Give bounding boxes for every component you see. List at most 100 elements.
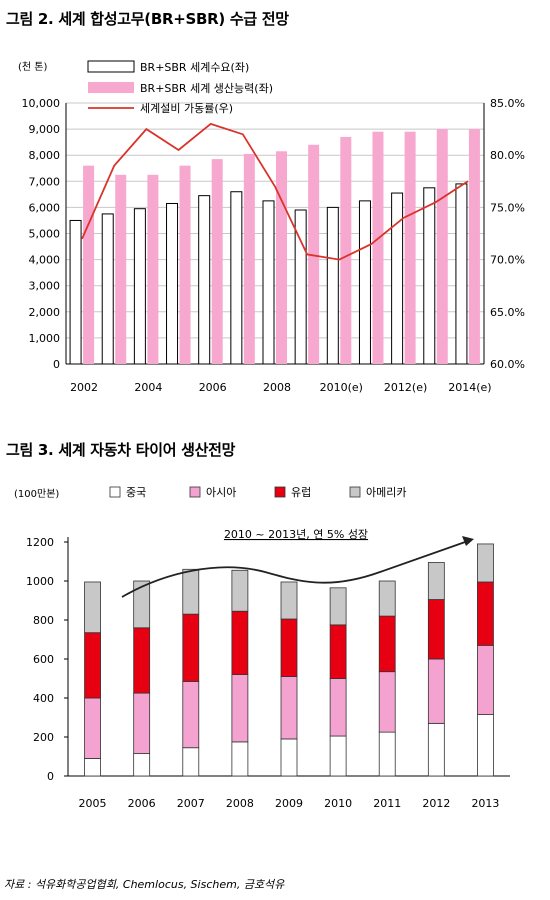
y-tick-label: 600 <box>33 653 54 666</box>
y-right-tick-label: 75.0% <box>490 201 525 214</box>
legend-swatch <box>109 486 121 498</box>
y-left-tick-label: 4,000 <box>29 254 61 267</box>
figure-3-unit-label: (100만본) <box>14 489 60 500</box>
legend-label-utilization: 세계설비 가동률(우) <box>140 102 233 115</box>
source-note: 자료 : 석유화학공업협회, Chemlocus, Sischem, 금호석유 <box>4 878 285 891</box>
x-tick-label: 2013 <box>471 797 499 810</box>
figure-2-title: 그림 2. 세계 합성고무(BR+SBR) 수급 전망 <box>6 10 289 28</box>
capacity-bar <box>147 174 159 364</box>
x-tick-label: 2012(e) <box>384 381 427 394</box>
stacked-bar-segment <box>329 735 347 777</box>
legend-label: 중국 <box>126 486 146 499</box>
y-left-tick-label: 7,000 <box>29 175 61 188</box>
figure-2-unit-label: (천 톤) <box>18 62 48 73</box>
stacked-bar-segment <box>84 581 101 634</box>
x-tick-label: 2008 <box>263 381 291 394</box>
x-tick-label: 2010(e) <box>320 381 363 394</box>
tire-production-chart: 0 200 400 600 800 1000 1200 2005 2006 2007 2008 200… <box>26 485 510 810</box>
x-tick-label: 2006 <box>199 381 227 394</box>
stacked-bar-segment <box>477 543 494 583</box>
y-left-tick-label: 8,000 <box>29 149 61 162</box>
demand-bar <box>69 219 82 365</box>
x-tick-label: 2014(e) <box>448 381 491 394</box>
y-tick-label: 400 <box>33 692 54 705</box>
demand-bar <box>455 183 468 365</box>
demand-bar <box>326 206 339 365</box>
stacked-bar-segment <box>427 599 445 660</box>
stacked-bar-segment <box>84 632 101 699</box>
stacked-bar-segment <box>329 587 347 626</box>
legend-swatch-capacity <box>88 82 134 93</box>
stacked-bar-segment <box>378 580 396 617</box>
y-left-tick-label: 9,000 <box>29 123 61 136</box>
stacked-bar-segment <box>477 714 494 777</box>
x-tick-label: 2006 <box>128 797 156 810</box>
demand-bar <box>294 209 307 365</box>
x-tick-label: 2002 <box>70 381 98 394</box>
y-left-tick-label: 1,000 <box>29 332 61 345</box>
stacked-bar-segment <box>378 731 396 777</box>
capacity-bar <box>243 153 255 364</box>
y-left-tick-label: 3,000 <box>29 280 61 293</box>
stacked-bar-segment <box>280 738 298 777</box>
figure-3-title: 그림 3. 세계 자동차 타이어 생산전망 <box>6 441 236 459</box>
legend-label: 아시아 <box>206 486 236 499</box>
demand-bar <box>166 202 179 365</box>
capacity-bar <box>436 129 448 364</box>
capacity-bar <box>276 151 287 364</box>
y-right-tick-label: 85.0% <box>490 97 525 110</box>
demand-bar <box>358 200 371 365</box>
x-tick-label: 2011 <box>373 797 401 810</box>
y-right-tick-label: 70.0% <box>490 254 525 267</box>
x-tick-label: 2012 <box>422 797 450 810</box>
legend-label: 아메리카 <box>366 486 406 499</box>
y-tick-label: 1200 <box>26 536 54 549</box>
capacity-bar <box>308 144 320 364</box>
capacity-bar <box>179 165 191 364</box>
demand-bar <box>133 208 146 365</box>
stacked-bar-segment <box>280 581 298 620</box>
growth-trend-arrowhead <box>462 536 474 546</box>
capacity-bar <box>404 131 416 364</box>
y-left-tick-label: 0 <box>53 358 60 371</box>
stacked-bar-segment <box>427 722 445 777</box>
capacity-bar <box>115 174 127 364</box>
demand-bar <box>198 195 211 365</box>
stacked-bar-segment <box>231 610 249 675</box>
stacked-bar-segment <box>378 615 396 673</box>
stacked-bar-segment <box>182 681 200 749</box>
legend-swatch <box>349 486 361 498</box>
stacked-bar-segment <box>133 692 151 754</box>
capacity-bar <box>340 136 352 364</box>
capacity-bar <box>83 165 95 364</box>
y-right-tick-label: 65.0% <box>490 306 525 319</box>
y-tick-label: 1000 <box>26 575 54 588</box>
stacked-bar-segment <box>133 580 151 629</box>
y-tick-label: 800 <box>33 614 54 627</box>
x-tick-label: 2010 <box>324 797 352 810</box>
y-tick-label: 200 <box>33 731 54 744</box>
stacked-bar-segment <box>133 753 151 777</box>
y-left-tick-label: 2,000 <box>29 306 61 319</box>
demand-bar <box>230 191 243 365</box>
legend-swatch-demand <box>87 60 135 73</box>
y-tick-label: 0 <box>47 770 54 783</box>
stacked-bar-segment <box>280 618 298 677</box>
y-left-tick-label: 6,000 <box>29 201 61 214</box>
capacity-bar <box>468 129 480 364</box>
stacked-bar-segment <box>477 644 494 715</box>
x-tick-label: 2005 <box>79 797 107 810</box>
growth-trend-curve <box>121 540 469 598</box>
stacked-bar-segment <box>182 747 200 777</box>
stacked-bar-segment <box>133 627 151 694</box>
synthetic-rubber-chart: 0 1,000 2,000 3,000 4,000 5,000 6,000 7,000 8,00… <box>22 60 525 394</box>
stacked-bar-segment <box>84 758 101 777</box>
legend-swatch <box>274 486 286 498</box>
y-left-tick-label: 10,000 <box>22 97 61 110</box>
legend-swatch <box>189 486 201 498</box>
capacity-bar <box>211 159 223 364</box>
legend-label-demand: BR+SBR 세계수요(좌) <box>140 61 249 74</box>
demand-bar <box>262 200 275 365</box>
x-tick-label: 2007 <box>177 797 205 810</box>
stacked-bar-segment <box>477 581 494 646</box>
